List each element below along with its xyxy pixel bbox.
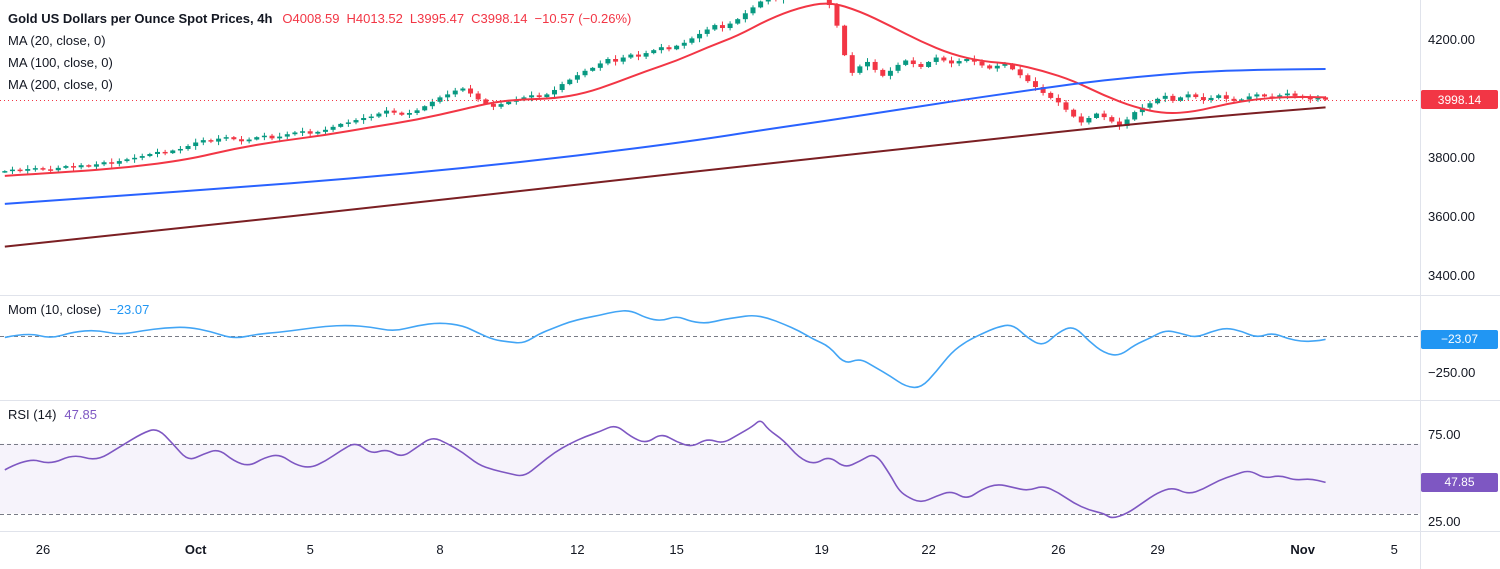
- rsi-value: 47.85: [64, 407, 97, 422]
- rsi-value-badge: 47.85: [1421, 472, 1498, 492]
- momentum-value: −23.07: [109, 302, 150, 317]
- time-axis-label: Oct: [184, 542, 207, 557]
- rsi-legend: RSI (14) 47.85: [8, 406, 97, 424]
- ma100-label[interactable]: MA (100, close, 0): [8, 55, 113, 70]
- ohlc-change: −10.57 (−0.26%): [534, 11, 632, 26]
- ma20-label[interactable]: MA (20, close, 0): [8, 33, 106, 48]
- time-axis-label: 22: [921, 542, 936, 557]
- last-price-badge: 3998.14: [1421, 90, 1498, 110]
- ma200-label[interactable]: MA (200, close, 0): [8, 77, 113, 92]
- price-legend: Gold US Dollars per Ounce Spot Prices, 4…: [8, 8, 638, 96]
- chart-title[interactable]: Gold US Dollars per Ounce Spot Prices, 4…: [8, 11, 273, 26]
- time-axis[interactable]: 26 Oct 5 8 12 15 19 22 26 29 Nov 5: [0, 531, 1420, 569]
- ohlc-close: C3998.14: [471, 11, 528, 26]
- price-axis-tick: 3600.00: [1428, 209, 1475, 225]
- price-axis[interactable]: 4200.00 3800.00 3600.00 3400.00 −250.00 75.00…: [1420, 0, 1500, 531]
- time-axis-label: 12: [570, 542, 585, 557]
- ohlc-low: L3995.47: [409, 11, 465, 26]
- price-axis-tick: 3400.00: [1428, 268, 1475, 284]
- time-axis-label: 19: [814, 542, 829, 557]
- momentum-label[interactable]: Mom (10, close): [8, 302, 102, 317]
- time-axis-label: 26: [1051, 542, 1066, 557]
- rsi-axis-tick: 25.00: [1428, 514, 1461, 530]
- rsi-axis-tick: 75.00: [1428, 426, 1461, 442]
- time-axis-label: 8: [436, 542, 444, 557]
- time-axis-label: 5: [1390, 542, 1398, 557]
- time-axis-label: 29: [1150, 542, 1165, 557]
- price-legend-row: Gold US Dollars per Ounce Spot Prices, 4…: [8, 8, 638, 30]
- time-axis-label: 5: [306, 542, 314, 557]
- momentum-legend: Mom (10, close) −23.07: [8, 301, 149, 319]
- momentum-axis-tick: −250.00: [1428, 365, 1476, 381]
- price-axis-tick: 3800.00: [1428, 150, 1475, 166]
- ohlc-open: O4008.59: [282, 11, 340, 26]
- time-axis-label: Nov: [1290, 542, 1315, 557]
- rsi-label[interactable]: RSI (14): [8, 407, 57, 422]
- time-axis-label: 15: [669, 542, 684, 557]
- momentum-value-badge: −23.07: [1421, 329, 1498, 349]
- ohlc-high: H4013.52: [346, 11, 403, 26]
- price-axis-tick: 4200.00: [1428, 32, 1475, 48]
- time-axis-label: 26: [35, 542, 51, 557]
